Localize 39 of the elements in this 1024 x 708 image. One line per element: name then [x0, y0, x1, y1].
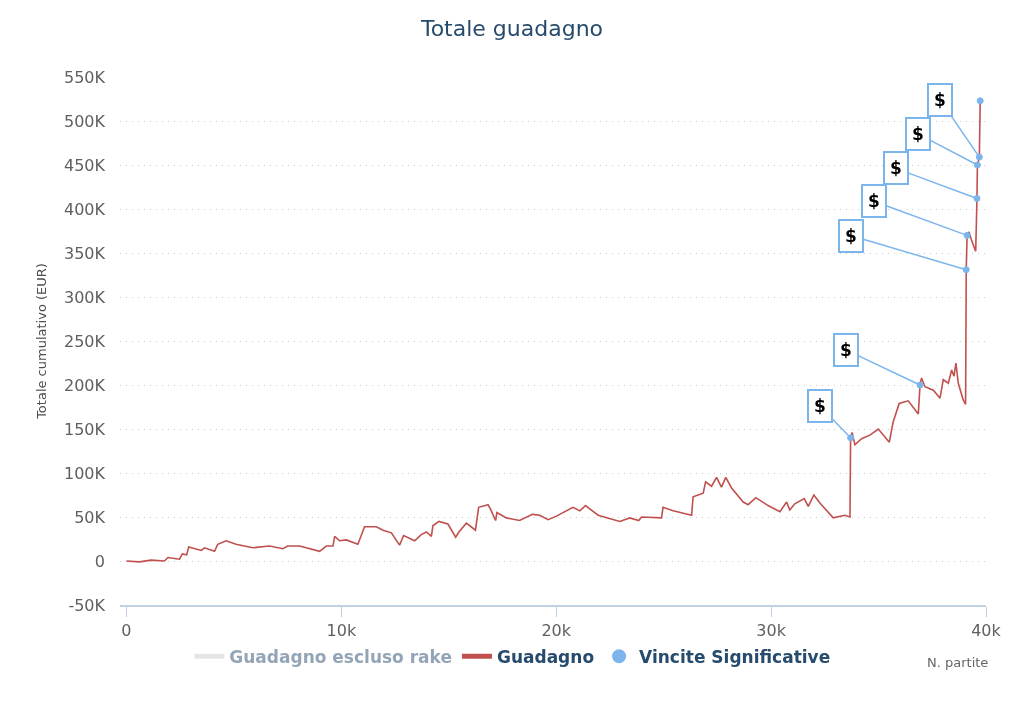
- y-tick-label: -50K: [68, 595, 106, 615]
- x-tick-label: 30k: [756, 621, 787, 641]
- x-tick-label: 20k: [541, 621, 572, 641]
- y-tick-label: 300K: [63, 287, 106, 307]
- legend-label: Vincite Significative: [639, 646, 831, 667]
- annotation: $: [845, 226, 857, 246]
- y-tick-label: 450K: [63, 155, 106, 175]
- x-tick-label: 40k: [971, 621, 1002, 641]
- y-tick-label: 500K: [63, 111, 106, 131]
- legend-label: Guadagno escluso rake: [229, 646, 452, 667]
- y-tick-label: 0: [94, 551, 105, 571]
- x-tick-label: 10k: [326, 621, 357, 641]
- y-tick-label: 550K: [63, 67, 106, 87]
- annotation: $: [890, 158, 902, 178]
- point: [916, 381, 924, 389]
- x-tick-label: 0: [121, 621, 132, 641]
- annotation: $: [934, 90, 946, 110]
- y-tick-label: 200K: [63, 375, 106, 395]
- annotation: $: [840, 340, 852, 360]
- point: [973, 194, 981, 202]
- point: [962, 266, 970, 274]
- y-axis-title: Totale cumulativo (EUR): [33, 263, 49, 420]
- chart-title: Totale guadagno: [419, 15, 604, 41]
- x-axis-title: N. partite: [927, 655, 989, 670]
- y-tick-label: 400K: [63, 199, 106, 219]
- y-tick-label: 50K: [74, 507, 106, 527]
- point: [973, 161, 981, 169]
- point: [976, 97, 984, 105]
- point: [963, 231, 971, 239]
- annotation: $: [814, 396, 826, 416]
- y-tick-label: 150K: [63, 419, 106, 439]
- legend-label: Guadagno: [496, 646, 595, 667]
- y-tick-label: 350K: [63, 243, 106, 263]
- point: [975, 153, 983, 161]
- annotation: $: [912, 124, 924, 144]
- y-tick-label: 100K: [63, 463, 106, 483]
- annotation: $: [868, 191, 880, 211]
- point: [847, 434, 855, 442]
- y-tick-label: 250K: [63, 331, 106, 351]
